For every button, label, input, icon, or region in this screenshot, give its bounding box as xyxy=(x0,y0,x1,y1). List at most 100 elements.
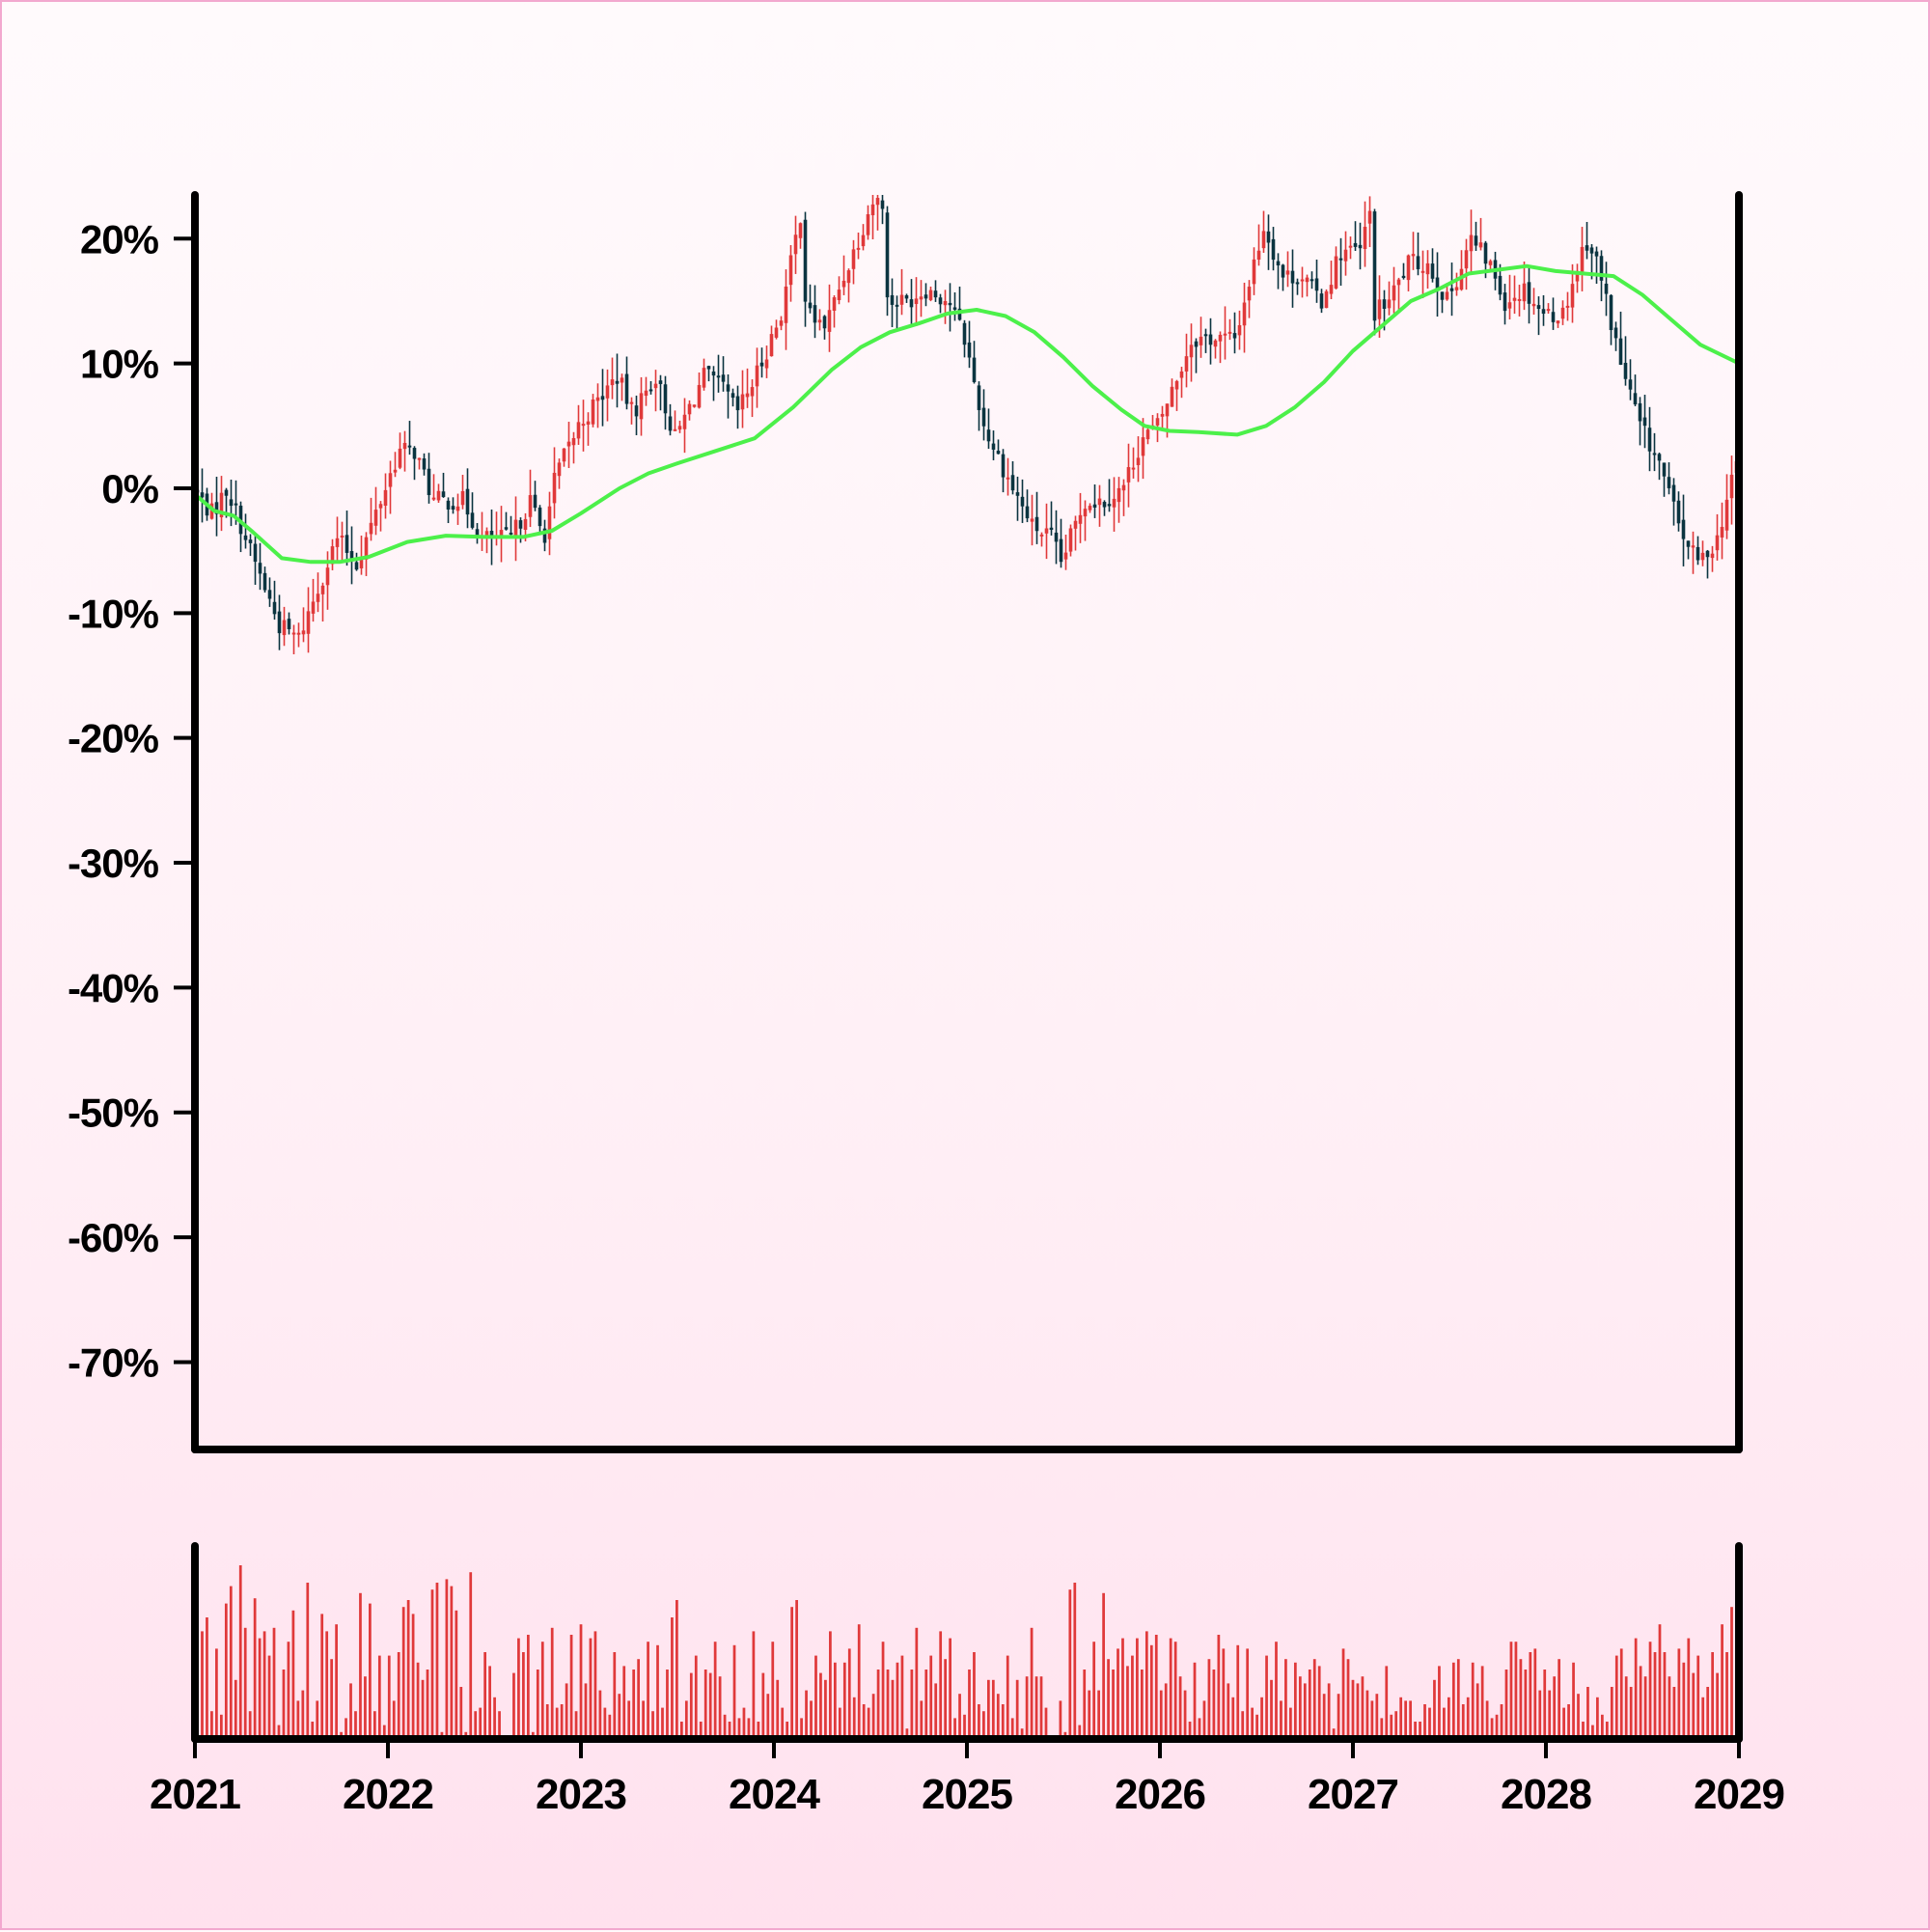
volume-bar xyxy=(1548,1690,1552,1739)
volume-bar xyxy=(1289,1707,1292,1739)
volume-bar xyxy=(426,1670,429,1739)
volume-bar xyxy=(929,1655,933,1739)
volume-bar xyxy=(958,1694,961,1739)
volume-bar xyxy=(483,1652,487,1739)
candle-up xyxy=(1227,331,1232,334)
candle-up xyxy=(702,368,706,388)
volume-bar xyxy=(703,1670,707,1739)
volume-bar xyxy=(411,1614,415,1739)
candle-down xyxy=(1671,484,1676,502)
volume-bar xyxy=(219,1714,223,1739)
candle-down xyxy=(262,572,267,591)
candle-up xyxy=(1126,467,1131,483)
volume-bar xyxy=(1365,1690,1369,1739)
y-tick-label: -70% xyxy=(68,1339,159,1385)
candle-down xyxy=(952,307,957,310)
candle-up xyxy=(1213,340,1218,347)
candle-down xyxy=(615,380,620,384)
volume-bar xyxy=(603,1707,607,1739)
volume-bar xyxy=(618,1694,621,1739)
volume-bar xyxy=(345,1718,347,1739)
x-tick-label: 2025 xyxy=(922,1771,1012,1818)
volume-bar xyxy=(474,1711,478,1739)
volume-bar xyxy=(747,1718,751,1739)
volume-bar xyxy=(1312,1659,1316,1739)
volume-bar xyxy=(1183,1690,1187,1739)
candle-up xyxy=(1199,336,1203,345)
candle-up xyxy=(1131,467,1136,470)
candle-down xyxy=(427,468,431,496)
volume-bar xyxy=(1404,1700,1408,1739)
volume-bar xyxy=(978,1704,980,1739)
candle-down xyxy=(991,443,996,450)
volume-bar xyxy=(924,1670,928,1739)
volume-bar xyxy=(238,1565,242,1739)
volume-bar xyxy=(824,1679,827,1739)
candle-up xyxy=(1305,277,1310,283)
volume-bar xyxy=(372,1711,376,1739)
candle-up xyxy=(769,334,774,357)
candle-down xyxy=(1440,291,1445,300)
volume-bar xyxy=(406,1600,410,1739)
volume-bar xyxy=(1131,1655,1134,1739)
volume-bar xyxy=(1322,1694,1326,1739)
candle-down xyxy=(518,520,523,529)
candle-up xyxy=(914,298,919,305)
candle-down xyxy=(716,375,721,378)
volume-bar xyxy=(1538,1690,1542,1739)
volume-bar xyxy=(1562,1707,1565,1739)
candle-down xyxy=(407,445,412,448)
volume-bar xyxy=(416,1662,420,1739)
volume-bar xyxy=(1154,1635,1158,1739)
candle-down xyxy=(1010,475,1015,491)
candle-down xyxy=(258,563,262,574)
volume-bar xyxy=(1730,1607,1733,1739)
volume-bar xyxy=(963,1714,966,1739)
volume-bar xyxy=(1716,1672,1719,1739)
candle-up xyxy=(1184,356,1189,372)
candle-up xyxy=(1247,287,1252,301)
candle-up xyxy=(764,359,769,369)
volume-bar xyxy=(1553,1676,1557,1739)
candle-down xyxy=(1295,282,1300,285)
volume-bar xyxy=(1443,1707,1446,1739)
volume-bar xyxy=(1159,1690,1163,1739)
volume-bar xyxy=(359,1592,362,1739)
candle-up xyxy=(436,490,441,501)
volume-bar xyxy=(1207,1659,1211,1739)
candle-up xyxy=(1063,552,1068,560)
candle-up xyxy=(388,473,393,487)
volume-bar xyxy=(718,1676,722,1739)
volume-bar xyxy=(1682,1662,1686,1739)
candle-up xyxy=(1242,302,1247,326)
volume-bar xyxy=(479,1707,482,1739)
candle-up xyxy=(755,365,759,387)
volume-bar xyxy=(1558,1659,1561,1739)
candle-up xyxy=(793,235,798,255)
volume-bar xyxy=(1495,1714,1499,1739)
candle-down xyxy=(1372,211,1377,321)
candle-down xyxy=(1483,242,1488,264)
candle-up xyxy=(325,567,330,586)
volume-bar xyxy=(1073,1583,1077,1739)
candle-down xyxy=(668,416,673,431)
volume-bar xyxy=(761,1672,765,1739)
candle-up xyxy=(856,247,861,250)
candle-up xyxy=(1546,309,1551,312)
candle-down xyxy=(624,373,629,404)
volume-bar xyxy=(1643,1676,1647,1739)
candle-down xyxy=(1662,462,1667,477)
candle-up xyxy=(586,421,591,425)
candle-down xyxy=(1618,338,1623,365)
candle-down xyxy=(489,531,494,538)
volume-bar xyxy=(248,1711,252,1739)
volume-bar xyxy=(1112,1670,1115,1739)
candle-up xyxy=(653,383,658,389)
volume-bar xyxy=(689,1672,693,1739)
candle-up xyxy=(1121,484,1126,491)
volume-bar xyxy=(369,1603,372,1739)
price-panel xyxy=(193,195,1740,655)
volume-bar xyxy=(1251,1707,1254,1739)
volume-bar xyxy=(435,1583,439,1739)
volume-bar xyxy=(1586,1687,1589,1739)
